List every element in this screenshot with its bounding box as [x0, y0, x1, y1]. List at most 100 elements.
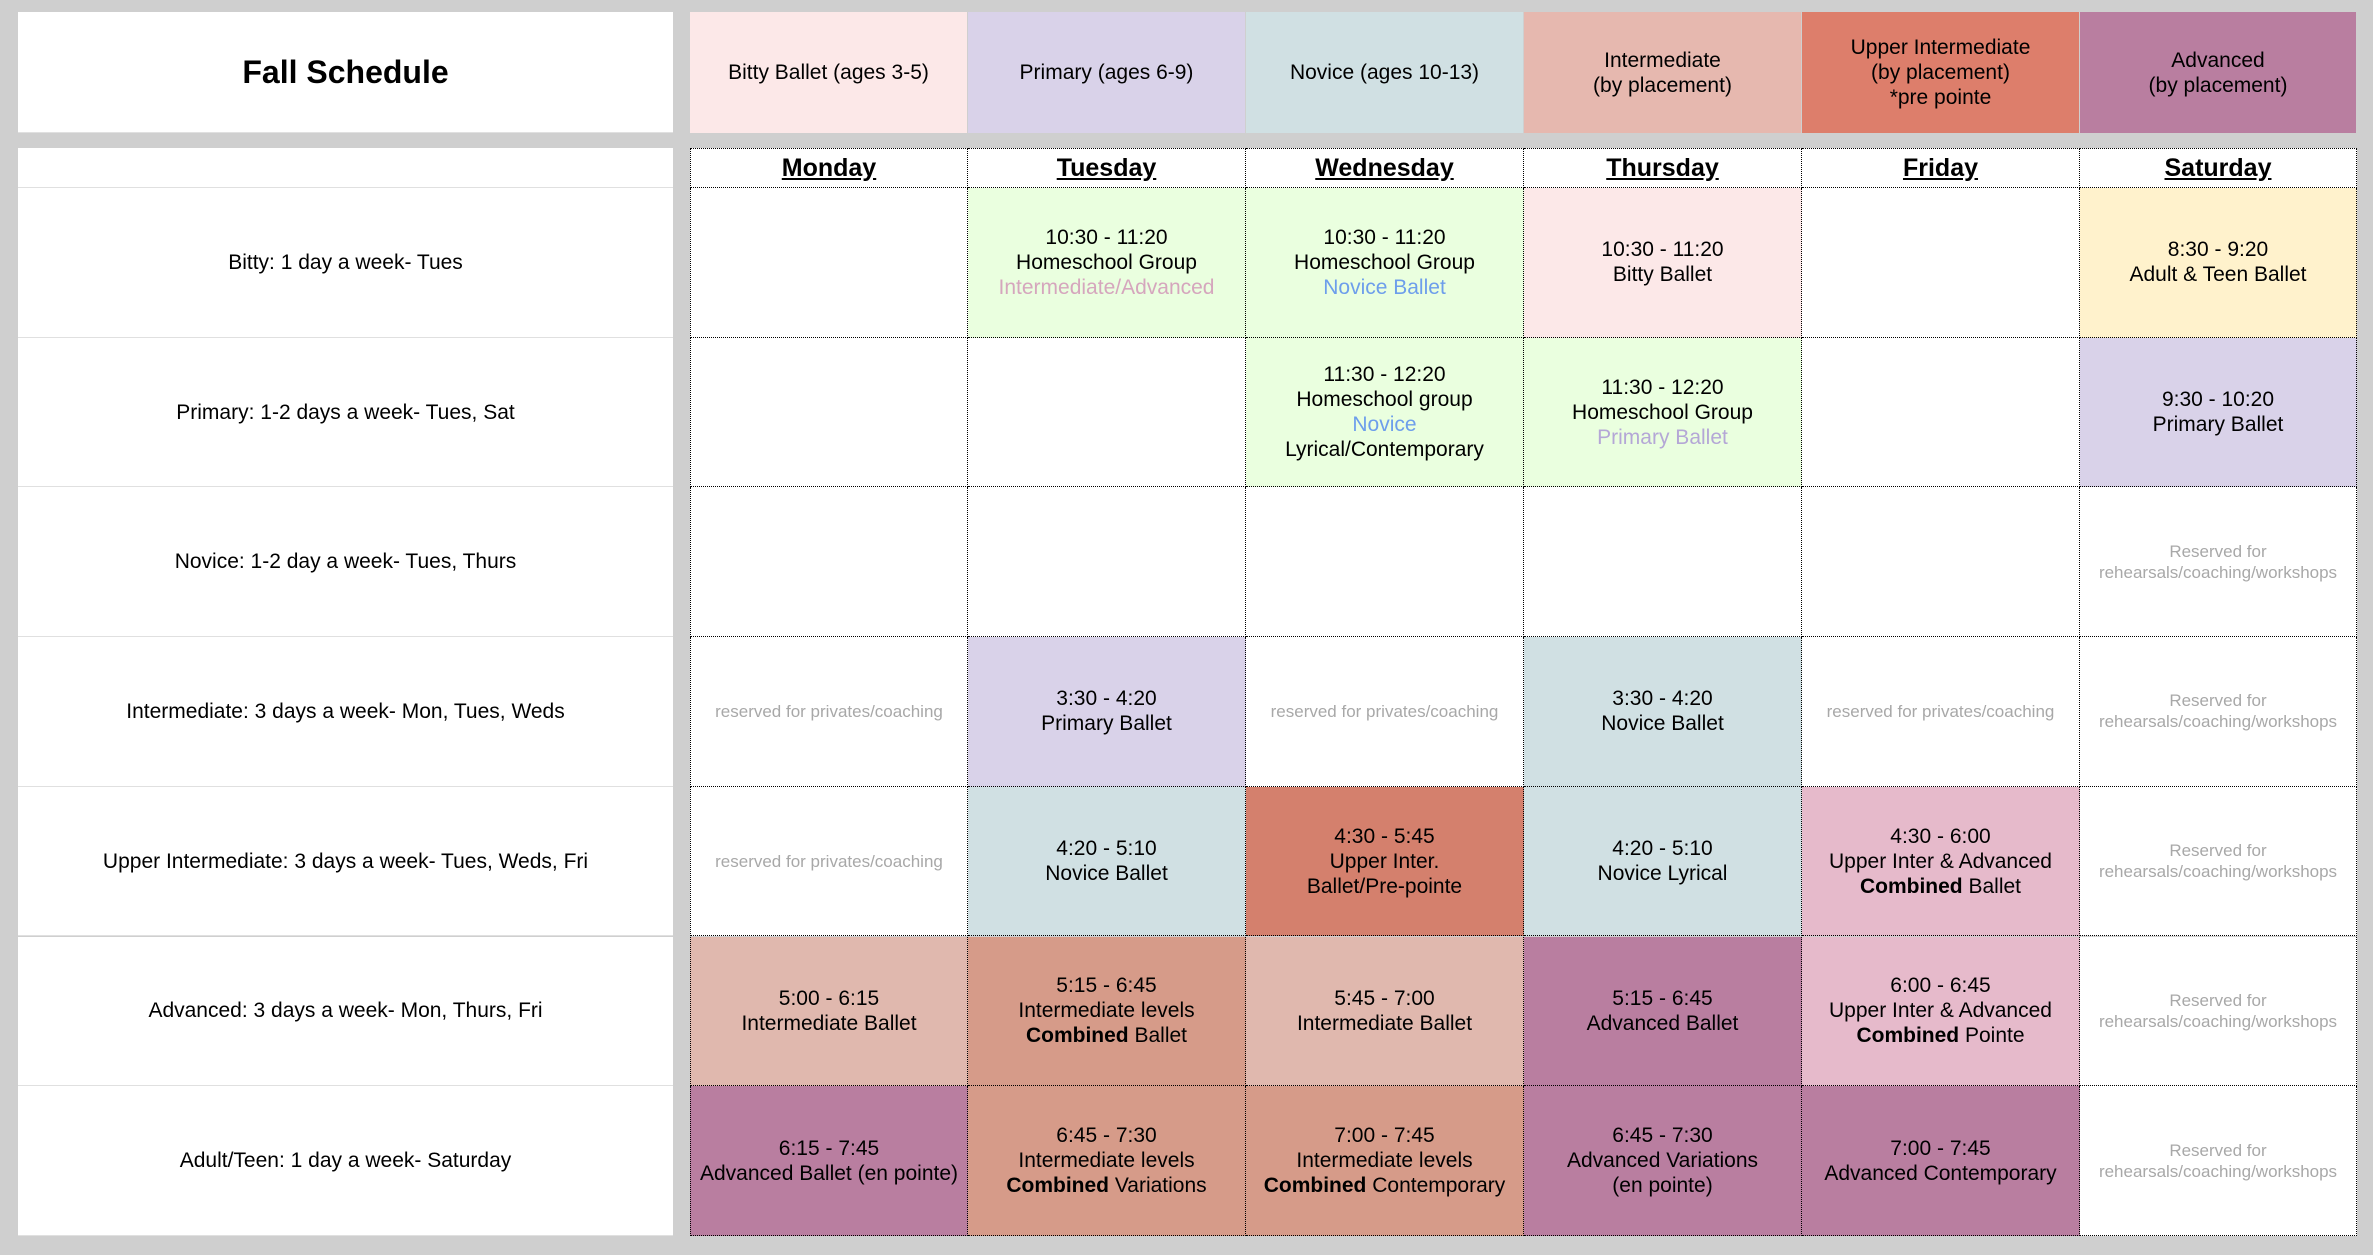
class-cell: 7:00 - 7:45 Intermediate levels Combined C… — [1246, 1086, 1524, 1236]
class-text: Combined Ballet — [1026, 1023, 1187, 1048]
note: reserved for privates/coaching — [715, 851, 943, 871]
day-name: Saturday — [2164, 153, 2272, 182]
class-cell: 5:45 - 7:00 Intermediate Ballet — [1246, 936, 1524, 1087]
note: Reserved for rehearsals/coaching/worksho… — [2098, 990, 2338, 1031]
class-text: 4:30 - 6:00 — [1890, 824, 1991, 848]
class-cell: 3:30 - 4:20 Novice Ballet — [1524, 637, 1802, 787]
row-label: Bitty: 1 day a week- Tues — [228, 250, 463, 274]
class-cell: 4:20 - 5:10 Novice Lyrical — [1524, 786, 1802, 937]
class-text: 5:15 - 6:45 — [1056, 974, 1157, 998]
day-name: Friday — [1902, 153, 1979, 182]
day-header: Monday — [690, 148, 968, 188]
class-text: Novice Ballet — [1045, 862, 1168, 886]
class-cell: 3:30 - 4:20 Primary Ballet — [968, 637, 1246, 787]
class-text: 10:30 - 11:20 — [1045, 225, 1168, 249]
class-text: 9:30 - 10:20 — [2161, 388, 2275, 412]
level-label: Intermediate — [1604, 48, 1721, 72]
note: Reserved for rehearsals/coaching/worksho… — [2098, 541, 2338, 582]
class-cell: 6:45 - 7:30 Advanced Variations (en pointe… — [1524, 1086, 1802, 1236]
class-cell — [968, 487, 1246, 638]
text-segment: Combined — [1856, 1024, 1960, 1048]
class-cell: Reserved for rehearsals/coaching/worksho… — [2080, 637, 2357, 787]
level-label: *pre pointe — [1889, 86, 1992, 109]
class-text: 6:00 - 6:45 — [1890, 974, 1991, 998]
class-cell: reserved for privates/coaching — [690, 637, 968, 787]
row-label-cell: Bitty: 1 day a week- Tues — [18, 188, 673, 338]
level-label: Advanced — [2171, 48, 2265, 72]
class-text: (en pointe) — [1612, 1174, 1713, 1198]
class-text: Upper Inter. — [1329, 849, 1440, 873]
class-text: Intermediate Ballet — [1296, 1011, 1473, 1035]
class-text: Combined Contemporary — [1264, 1173, 1506, 1198]
class-text: Novice Lyrical — [1597, 862, 1728, 886]
class-cell — [690, 337, 968, 488]
class-cell: Reserved for rehearsals/coaching/worksho… — [2080, 786, 2357, 937]
class-cell: Reserved for rehearsals/coaching/worksho… — [2080, 487, 2357, 638]
level-label: Bitty Ballet (ages 3-5) — [728, 61, 929, 84]
class-cell: 10:30 - 11:20 Homeschool Group Novice Ball… — [1246, 188, 1524, 338]
class-text: 11:30 - 12:20 — [1323, 363, 1446, 387]
class-cell — [968, 337, 1246, 488]
class-cell — [690, 487, 968, 638]
class-cell: Reserved for rehearsals/coaching/worksho… — [2080, 1086, 2357, 1236]
note: Reserved for rehearsals/coaching/worksho… — [2098, 1140, 2338, 1181]
class-cell: 8:30 - 9:20 Adult & Teen Ballet — [2080, 188, 2357, 338]
row-label: Adult/Teen: 1 day a week- Saturday — [179, 1149, 512, 1173]
class-text: Combined Pointe — [1856, 1023, 2024, 1048]
class-text: 6:45 - 7:30 — [1056, 1124, 1157, 1148]
class-text: Primary Ballet — [1597, 425, 1728, 449]
text-segment: Variations — [1109, 1174, 1207, 1198]
row-label: Advanced: 3 days a week- Mon, Thurs, Fri — [148, 999, 543, 1023]
class-text: Intermediate levels — [1018, 999, 1195, 1023]
class-cell: 6:45 - 7:30 Intermediate levels Combined V… — [968, 1086, 1246, 1236]
class-cell: 4:30 - 6:00 Upper Inter & Advanced Combine… — [1802, 786, 2080, 937]
class-text: Upper Inter & Advanced — [1829, 999, 2052, 1023]
class-text: Intermediate/Advanced — [998, 275, 1215, 299]
class-cell: 4:30 - 5:45 Upper Inter. Ballet/Pre-pointe — [1246, 786, 1524, 937]
note: Reserved for rehearsals/coaching/worksho… — [2098, 691, 2338, 732]
class-text: Advanced Contemporary — [1824, 1161, 2057, 1185]
text-segment: Combined — [1263, 1174, 1367, 1198]
class-text: Intermediate Ballet — [741, 1011, 917, 1035]
note: Reserved for rehearsals/coaching/worksho… — [2098, 841, 2338, 882]
class-text: 7:00 - 7:45 — [1334, 1124, 1435, 1148]
class-cell — [1524, 487, 1802, 638]
note: reserved for privates/coaching — [1826, 701, 2055, 721]
row-label: Intermediate: 3 days a week- Mon, Tues, … — [126, 699, 565, 723]
class-text: 4:20 - 5:10 — [1612, 837, 1713, 861]
row-label-cell: Advanced: 3 days a week- Mon, Thurs, Fri — [18, 936, 673, 1087]
level-header: Advanced (by placement) — [2080, 12, 2356, 133]
text-segment: Combined — [1006, 1174, 1109, 1198]
class-text: 8:30 - 9:20 — [2167, 238, 2269, 262]
class-text: Ballet/Pre-pointe — [1306, 874, 1463, 898]
class-cell — [1802, 188, 2080, 338]
note: reserved for privates/coaching — [715, 701, 943, 721]
class-cell: 11:30 - 12:20 Homeschool group Novice Lyric… — [1246, 337, 1524, 488]
class-cell: 5:15 - 6:45 Advanced Ballet — [1524, 936, 1802, 1087]
level-header: Novice (ages 10-13) — [1246, 12, 1523, 133]
class-text: Lyrical/Contemporary — [1285, 438, 1484, 462]
day-header: Saturday — [2080, 148, 2357, 188]
class-text: Novice Ballet — [1323, 275, 1446, 299]
text-segment: Ballet — [1962, 874, 2022, 898]
class-text: 5:00 - 6:15 — [778, 986, 880, 1010]
class-cell: 7:00 - 7:45 Advanced Contemporary — [1802, 1086, 2080, 1236]
row-label-cell: Primary: 1-2 days a week- Tues, Sat — [18, 337, 673, 488]
class-text: Combined Ballet — [1860, 874, 2021, 899]
row-label: Novice: 1-2 day a week- Tues, Thurs — [174, 550, 517, 574]
text-segment: Combined — [1859, 874, 1963, 898]
row-label-cell: Intermediate: 3 days a week- Mon, Tues, … — [18, 637, 673, 787]
class-text: 3:30 - 4:20 — [1612, 687, 1713, 711]
class-text: Intermediate levels — [1018, 1149, 1195, 1173]
day-header: Thursday — [1524, 148, 1802, 188]
class-text: 4:30 - 5:45 — [1334, 824, 1435, 848]
class-text: Novice Ballet — [1601, 712, 1724, 736]
title-cell: Fall Schedule — [18, 12, 673, 133]
class-cell: Reserved for rehearsals/coaching/worksho… — [2080, 936, 2357, 1087]
title: Fall Schedule — [242, 53, 449, 90]
class-text: 3:30 - 4:20 — [1056, 687, 1157, 711]
class-cell — [1802, 487, 2080, 638]
class-cell: 6:00 - 6:45 Upper Inter & Advanced Combine… — [1802, 936, 2080, 1087]
class-cell: reserved for privates/coaching — [1246, 637, 1524, 787]
level-label: (by placement) — [1871, 61, 2010, 84]
